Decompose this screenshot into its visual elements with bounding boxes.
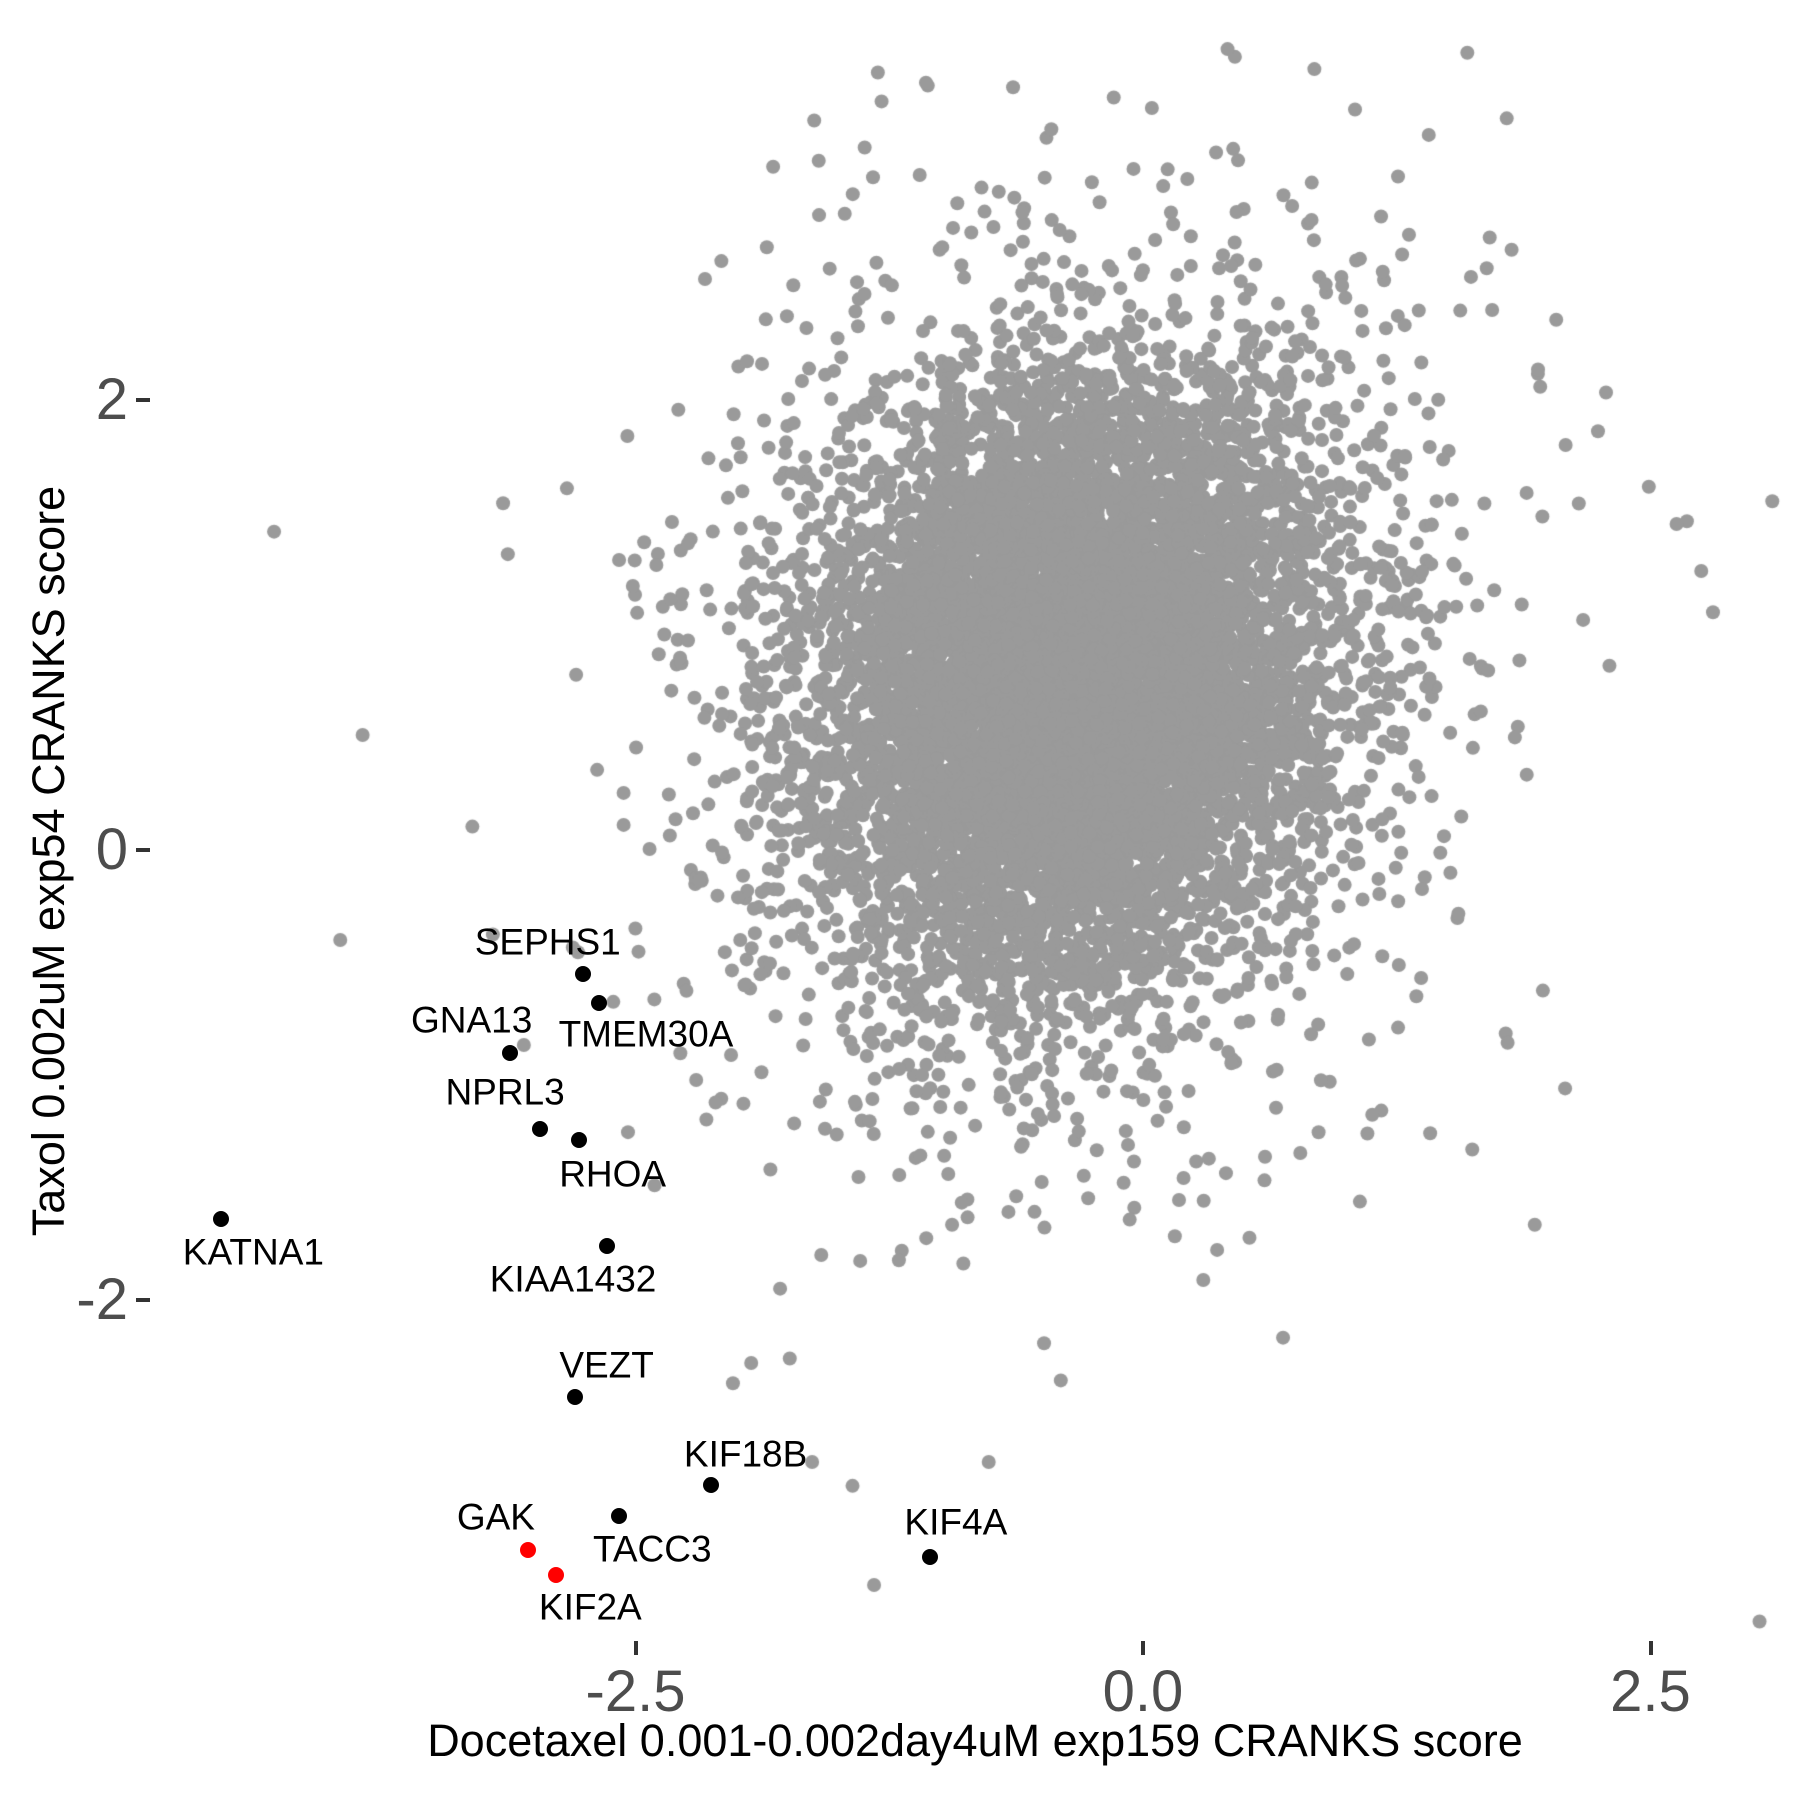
x-axis-tick-mark <box>1141 1641 1145 1655</box>
gene-label-nprl3: NPRL3 <box>445 1071 565 1113</box>
gene-label-sephs1: SEPHS1 <box>474 921 621 963</box>
gene-label-gak: GAK <box>456 1496 535 1538</box>
x-axis-tick-label: -2.5 <box>585 1659 686 1724</box>
gene-point-tmem30a <box>590 995 607 1011</box>
x-axis-tick-mark <box>633 1641 638 1655</box>
y-axis-title: Taxol 0.002uM exp54 CRANKS score <box>22 485 74 1237</box>
x-axis-title: Docetaxel 0.001-0.002day4uM exp159 CRANK… <box>427 1715 1523 1766</box>
y-axis-tick-mark <box>136 848 150 852</box>
x-axis-tick-mark <box>1648 1641 1653 1655</box>
y-axis-tick-label: 2 <box>95 367 128 432</box>
gene-point-gna13 <box>501 1044 518 1061</box>
gene-point-sephs1 <box>574 965 591 982</box>
y-axis-tick-mark <box>136 398 150 402</box>
gene-point-tacc3 <box>611 1508 628 1524</box>
gene-label-rhoa: RHOA <box>559 1153 667 1195</box>
gene-label-kif4a: KIF4A <box>904 1501 1008 1542</box>
gene-label-kif18b: KIF18B <box>683 1433 808 1474</box>
y-axis-tick-label: 0 <box>95 817 128 882</box>
gene-point-kiaa1432 <box>599 1238 616 1254</box>
gene-label-tmem30a: TMEM30A <box>558 1013 734 1055</box>
gene-point-kif2a <box>548 1566 565 1583</box>
gene-label-kif2a: KIF2A <box>538 1586 642 1627</box>
y-axis-title-wrap: Taxol 0.002uM exp54 CRANKS score <box>22 431 74 1291</box>
gene-point-rhoa <box>570 1132 587 1149</box>
x-axis-tick-label: 2.5 <box>1610 1659 1691 1724</box>
gene-label-gna13: GNA13 <box>410 999 533 1040</box>
gene-label-kiaa1432: KIAA1432 <box>489 1258 657 1300</box>
gene-point-gak <box>519 1541 536 1558</box>
y-axis-tick-mark <box>136 1298 150 1302</box>
gene-point-katna1 <box>213 1211 230 1227</box>
gene-point-kif4a <box>921 1548 938 1565</box>
gene-label-katna1: KATNA1 <box>182 1231 324 1273</box>
gene-point-nprl3 <box>532 1121 549 1137</box>
x-axis-tick-label: 0.0 <box>1102 1659 1184 1724</box>
y-axis-tick-label: -2 <box>76 1267 128 1332</box>
gene-label-vezt: VEZT <box>559 1344 654 1386</box>
gene-label-tacc3: TACC3 <box>592 1528 712 1570</box>
gene-point-vezt <box>566 1388 583 1405</box>
gene-point-kif18b <box>702 1476 719 1493</box>
